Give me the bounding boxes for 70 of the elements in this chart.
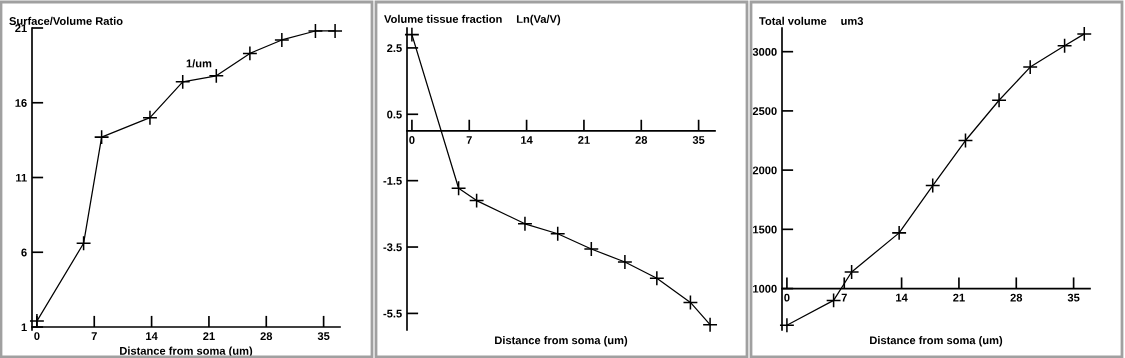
point xyxy=(75,235,92,251)
point xyxy=(649,270,665,286)
y-tick-label: 3000 xyxy=(752,47,777,56)
x-tick-label: 28 xyxy=(260,332,273,341)
x-tick-label: 21 xyxy=(578,136,590,144)
y-tick-label: 11 xyxy=(16,173,27,182)
point xyxy=(404,26,420,43)
point xyxy=(242,45,258,62)
point xyxy=(468,192,485,209)
annotation: 1/um xyxy=(186,59,212,68)
x-axis-title: Distance from soma (um) xyxy=(870,336,1003,347)
chart-title: Surface/Volume Ratio xyxy=(9,16,123,26)
point xyxy=(1022,59,1038,75)
point xyxy=(517,216,533,232)
x-tick-label: 21 xyxy=(953,293,965,302)
y-tick-label: 0.5 xyxy=(387,110,402,119)
point xyxy=(274,32,290,48)
y-tick-label: 2000 xyxy=(752,166,777,175)
point xyxy=(682,294,699,311)
x-tick-label: 14 xyxy=(146,332,158,340)
y-tick-label: 16 xyxy=(15,99,27,107)
y-tick-label: 6 xyxy=(21,248,27,257)
x-tick-label: 14 xyxy=(521,136,533,144)
point xyxy=(1076,26,1092,42)
x-axis-title: Distance from soma (um) xyxy=(495,336,628,347)
y-tick-label: -1.5 xyxy=(383,177,402,185)
y-tick-label: 2.5 xyxy=(387,44,402,53)
y-tick-label: -3.5 xyxy=(383,243,402,252)
point xyxy=(307,23,324,39)
x-tick-label: 0 xyxy=(784,293,790,302)
y-tick-label: 1500 xyxy=(753,225,777,234)
x-tick-label: 21 xyxy=(203,332,215,340)
point xyxy=(208,68,225,84)
point xyxy=(550,226,566,242)
point xyxy=(327,23,343,39)
point xyxy=(583,241,600,257)
y-tick-label: 21 xyxy=(15,24,27,33)
point xyxy=(779,317,795,333)
x-tick-label: 0 xyxy=(409,136,415,144)
y-tick-label: 2500 xyxy=(752,107,777,116)
text: Ln(Va/V) xyxy=(516,14,561,26)
x-tick-label: 14 xyxy=(896,293,908,302)
y-tick-label: -5.5 xyxy=(383,309,402,318)
point xyxy=(891,225,907,241)
x-tick-label: 0 xyxy=(34,332,40,341)
x-tick-label: 7 xyxy=(466,136,472,144)
x-tick-label: 35 xyxy=(317,332,330,341)
x-tick-label: 28 xyxy=(1010,293,1023,302)
x-tick-label: 7 xyxy=(841,293,847,302)
x-tick-label: 35 xyxy=(692,136,705,144)
text: um3 xyxy=(841,17,864,25)
point xyxy=(450,180,467,197)
point xyxy=(925,177,941,194)
point xyxy=(617,254,633,270)
point xyxy=(702,316,718,333)
x-tick-label: 28 xyxy=(635,136,648,144)
point xyxy=(93,129,110,145)
point xyxy=(991,92,1007,108)
point xyxy=(843,264,860,280)
point xyxy=(175,74,191,90)
chart-title: Total volume xyxy=(759,16,827,25)
y-tick-label: 1 xyxy=(21,323,27,332)
point xyxy=(142,109,158,126)
chart-title: Volume tissue fraction xyxy=(384,14,502,23)
point xyxy=(957,132,974,149)
y-tick-label: 1000 xyxy=(753,284,777,293)
point xyxy=(825,292,842,309)
point xyxy=(1056,38,1073,54)
x-tick-label: 35 xyxy=(1067,293,1080,302)
x-tick-label: 7 xyxy=(91,332,97,340)
